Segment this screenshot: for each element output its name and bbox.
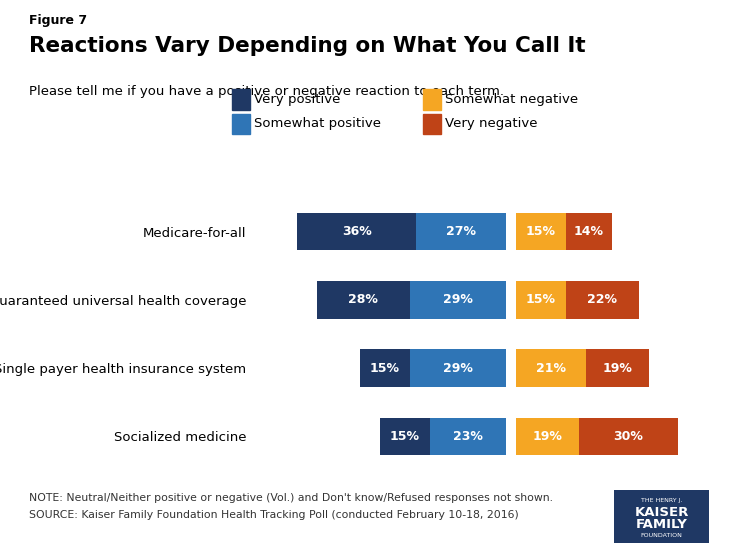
Text: Reactions Vary Depending on What You Call It: Reactions Vary Depending on What You Cal… [29,36,586,56]
Text: 14%: 14% [574,225,604,238]
Bar [566,281,639,318]
Bar [586,349,648,387]
Text: SOURCE: Kaiser Family Foundation Health Tracking Poll (conducted February 10-18,: SOURCE: Kaiser Family Foundation Health … [29,510,519,520]
Bar [566,213,612,251]
Text: Somewhat negative: Somewhat negative [445,93,578,106]
Bar [317,281,410,318]
Text: 15%: 15% [526,225,556,238]
Text: 27%: 27% [446,225,476,238]
Text: 30%: 30% [614,430,644,443]
Text: 29%: 29% [443,293,473,306]
Bar [297,213,417,251]
Text: Very positive: Very positive [254,93,340,106]
Text: 19%: 19% [532,430,562,443]
Text: 15%: 15% [390,430,420,443]
Bar [410,281,506,318]
Text: Somewhat positive: Somewhat positive [254,117,381,131]
Text: 22%: 22% [587,293,617,306]
Bar [430,418,506,455]
Text: Figure 7: Figure 7 [29,14,87,27]
Text: 21%: 21% [536,361,566,375]
Text: 28%: 28% [348,293,379,306]
Text: Very negative: Very negative [445,117,537,131]
Text: 29%: 29% [443,361,473,375]
Text: FOUNDATION: FOUNDATION [641,533,682,538]
Bar [360,349,410,387]
Text: NOTE: Neutral/Neither positive or negative (Vol.) and Don't know/Refused respons: NOTE: Neutral/Neither positive or negati… [29,493,553,503]
Text: FAMILY: FAMILY [636,518,687,531]
Bar [516,349,586,387]
Text: KAISER: KAISER [634,506,689,520]
Bar [516,281,566,318]
Text: 19%: 19% [602,361,632,375]
Text: 15%: 15% [526,293,556,306]
Bar [579,418,678,455]
Bar [410,349,506,387]
Text: Please tell me if you have a positive or negative reaction to each term.: Please tell me if you have a positive or… [29,85,504,99]
Bar [516,213,566,251]
Bar [380,418,430,455]
Text: 23%: 23% [453,430,483,443]
Text: 15%: 15% [370,361,400,375]
Bar [417,213,506,251]
Text: THE HENRY J.: THE HENRY J. [641,498,682,504]
Bar [516,418,579,455]
Text: 36%: 36% [342,225,372,238]
